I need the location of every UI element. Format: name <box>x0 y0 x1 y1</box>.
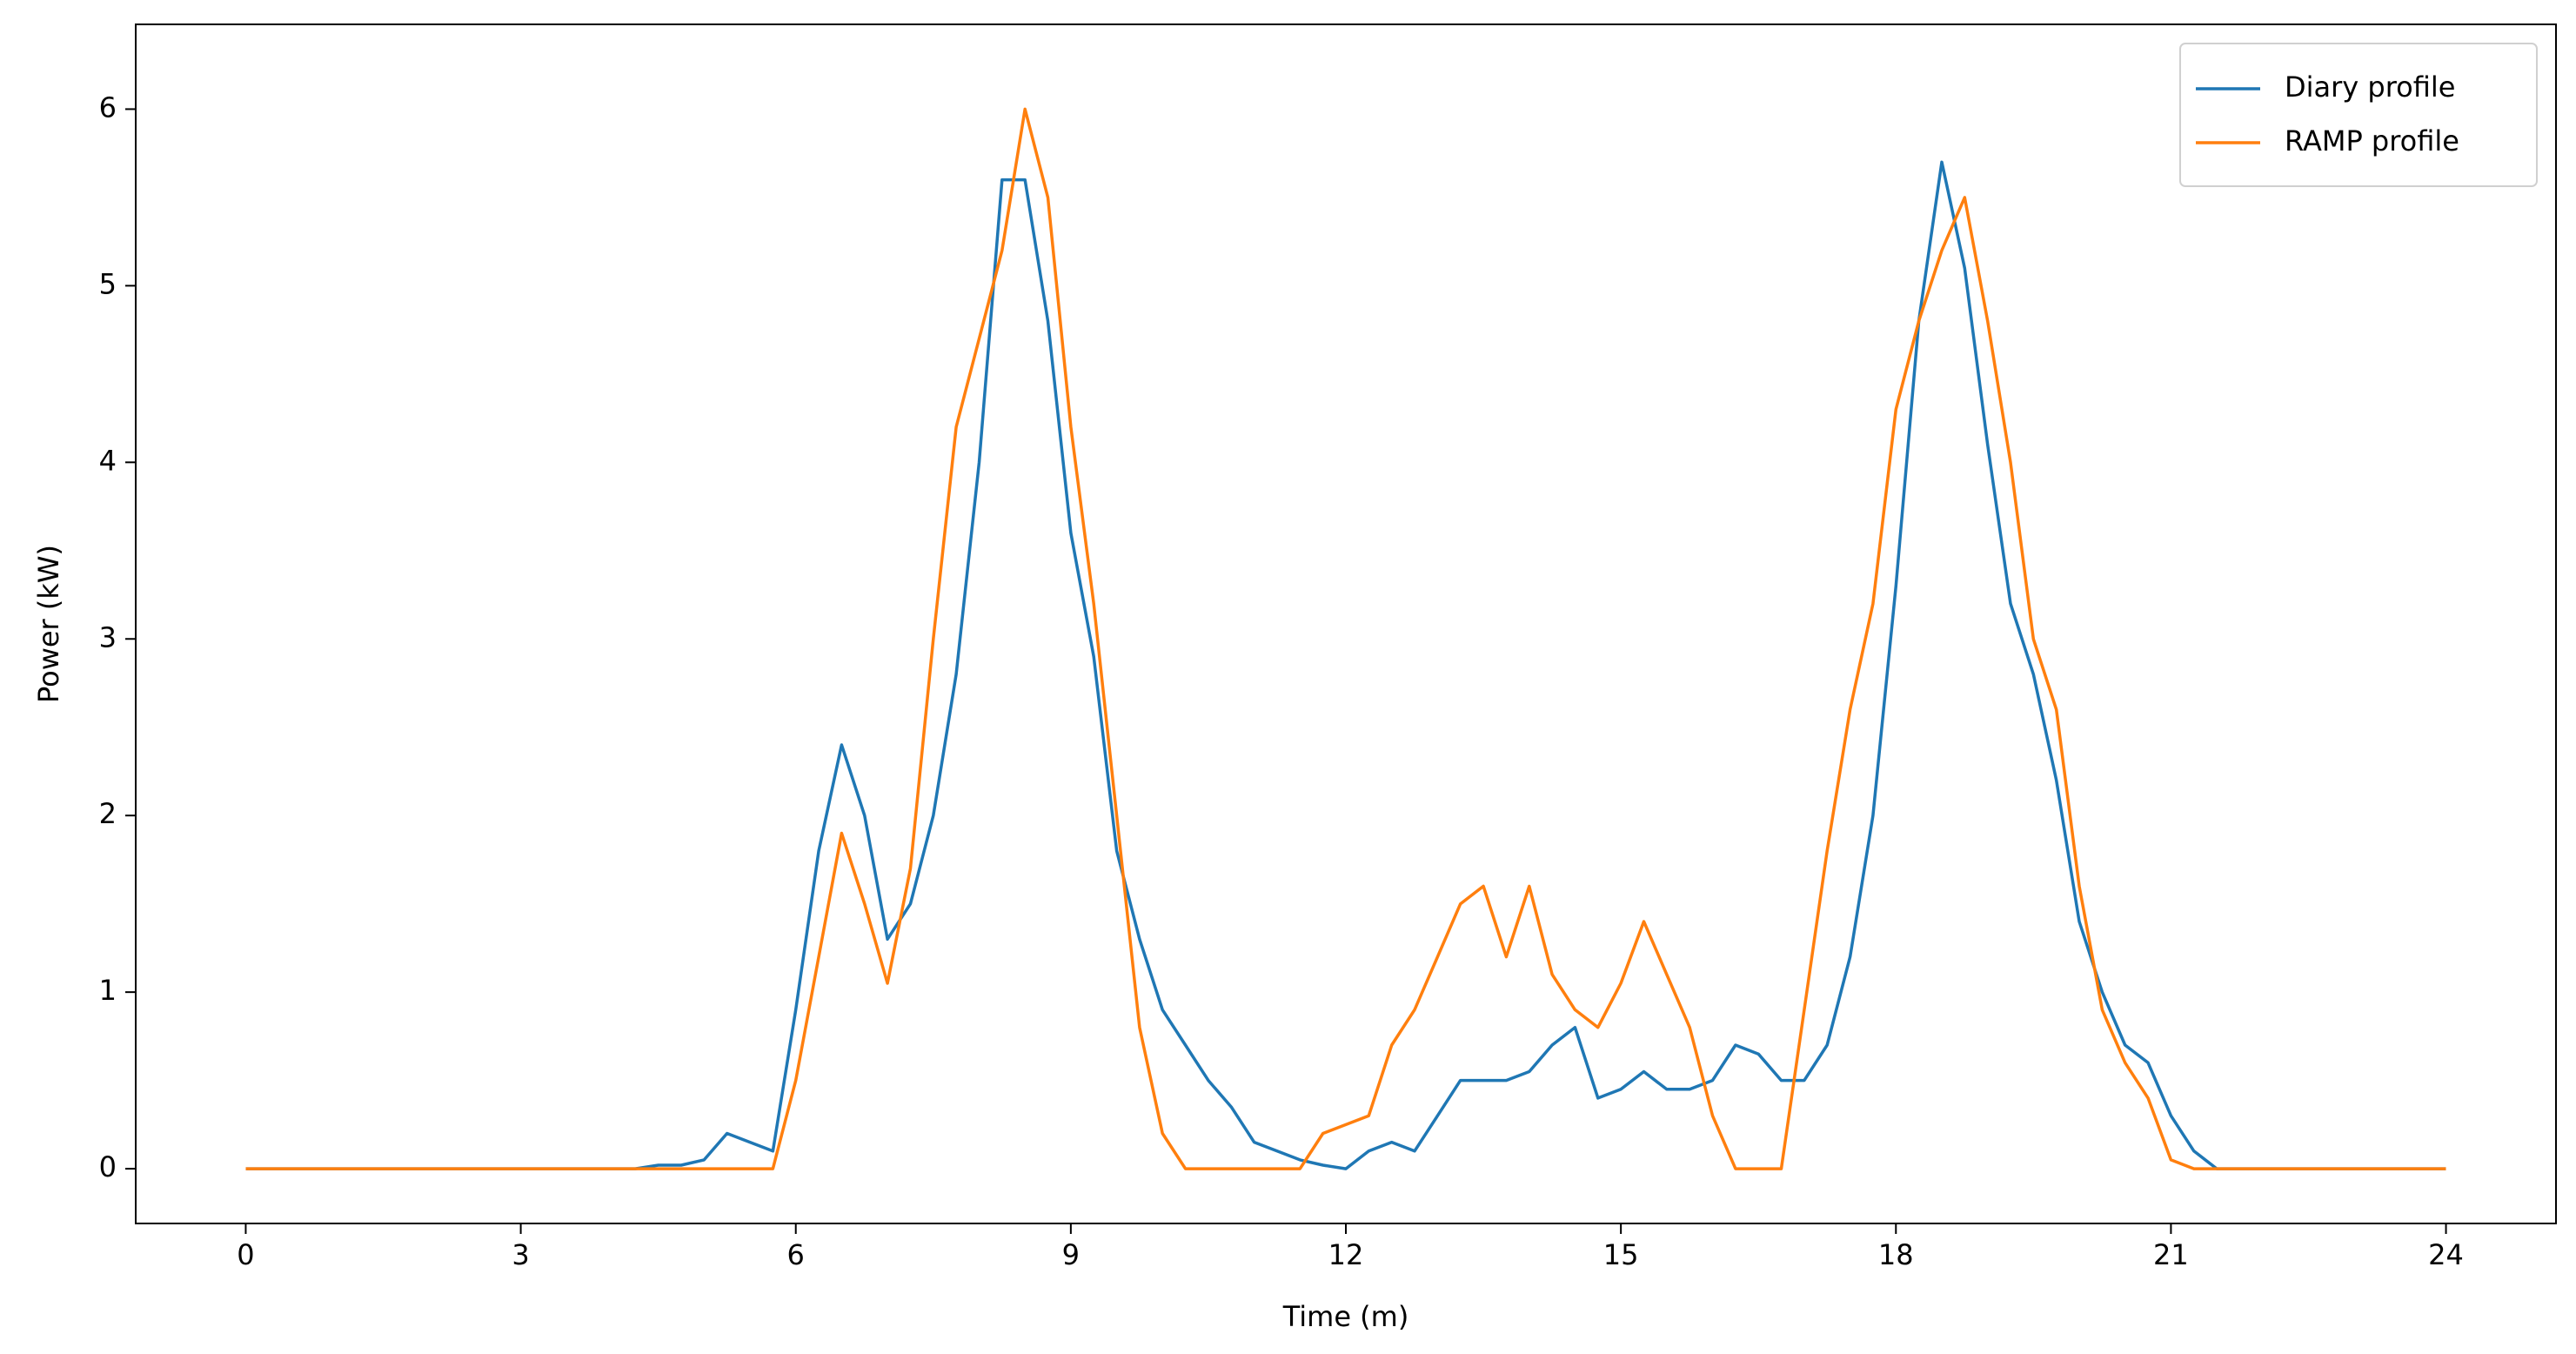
y-tick-label: 6 <box>99 90 117 124</box>
x-tick-label: 9 <box>1062 1238 1080 1271</box>
x-tick-label: 18 <box>1878 1238 1914 1271</box>
x-tick-label: 24 <box>2428 1238 2464 1271</box>
y-tick-label: 3 <box>99 620 117 654</box>
y-tick-label: 4 <box>99 444 117 477</box>
legend-box <box>2179 43 2538 187</box>
x-tick-label: 21 <box>2153 1238 2189 1271</box>
x-axis-label: Time (m) <box>1282 1300 1409 1333</box>
x-tick-label: 6 <box>787 1238 805 1271</box>
x-tick-label: 3 <box>512 1238 529 1271</box>
plot-frame <box>135 23 2557 1224</box>
y-tick-label: 1 <box>99 974 117 1007</box>
y-tick-label: 0 <box>99 1150 117 1183</box>
x-tick-label: 15 <box>1603 1238 1639 1271</box>
data-line <box>245 160 2446 1170</box>
x-tick-label: 12 <box>1328 1238 1364 1271</box>
legend-label: Diary profile <box>2285 70 2455 104</box>
y-tick-label: 2 <box>99 797 117 830</box>
x-tick-label: 0 <box>237 1238 254 1271</box>
y-axis-label: Power (kW) <box>32 545 65 703</box>
legend-label: RAMP profile <box>2285 124 2459 158</box>
data-line <box>245 107 2446 1170</box>
legend: Diary profile RAMP profile <box>2179 43 2538 187</box>
y-tick-label: 5 <box>99 267 117 300</box>
